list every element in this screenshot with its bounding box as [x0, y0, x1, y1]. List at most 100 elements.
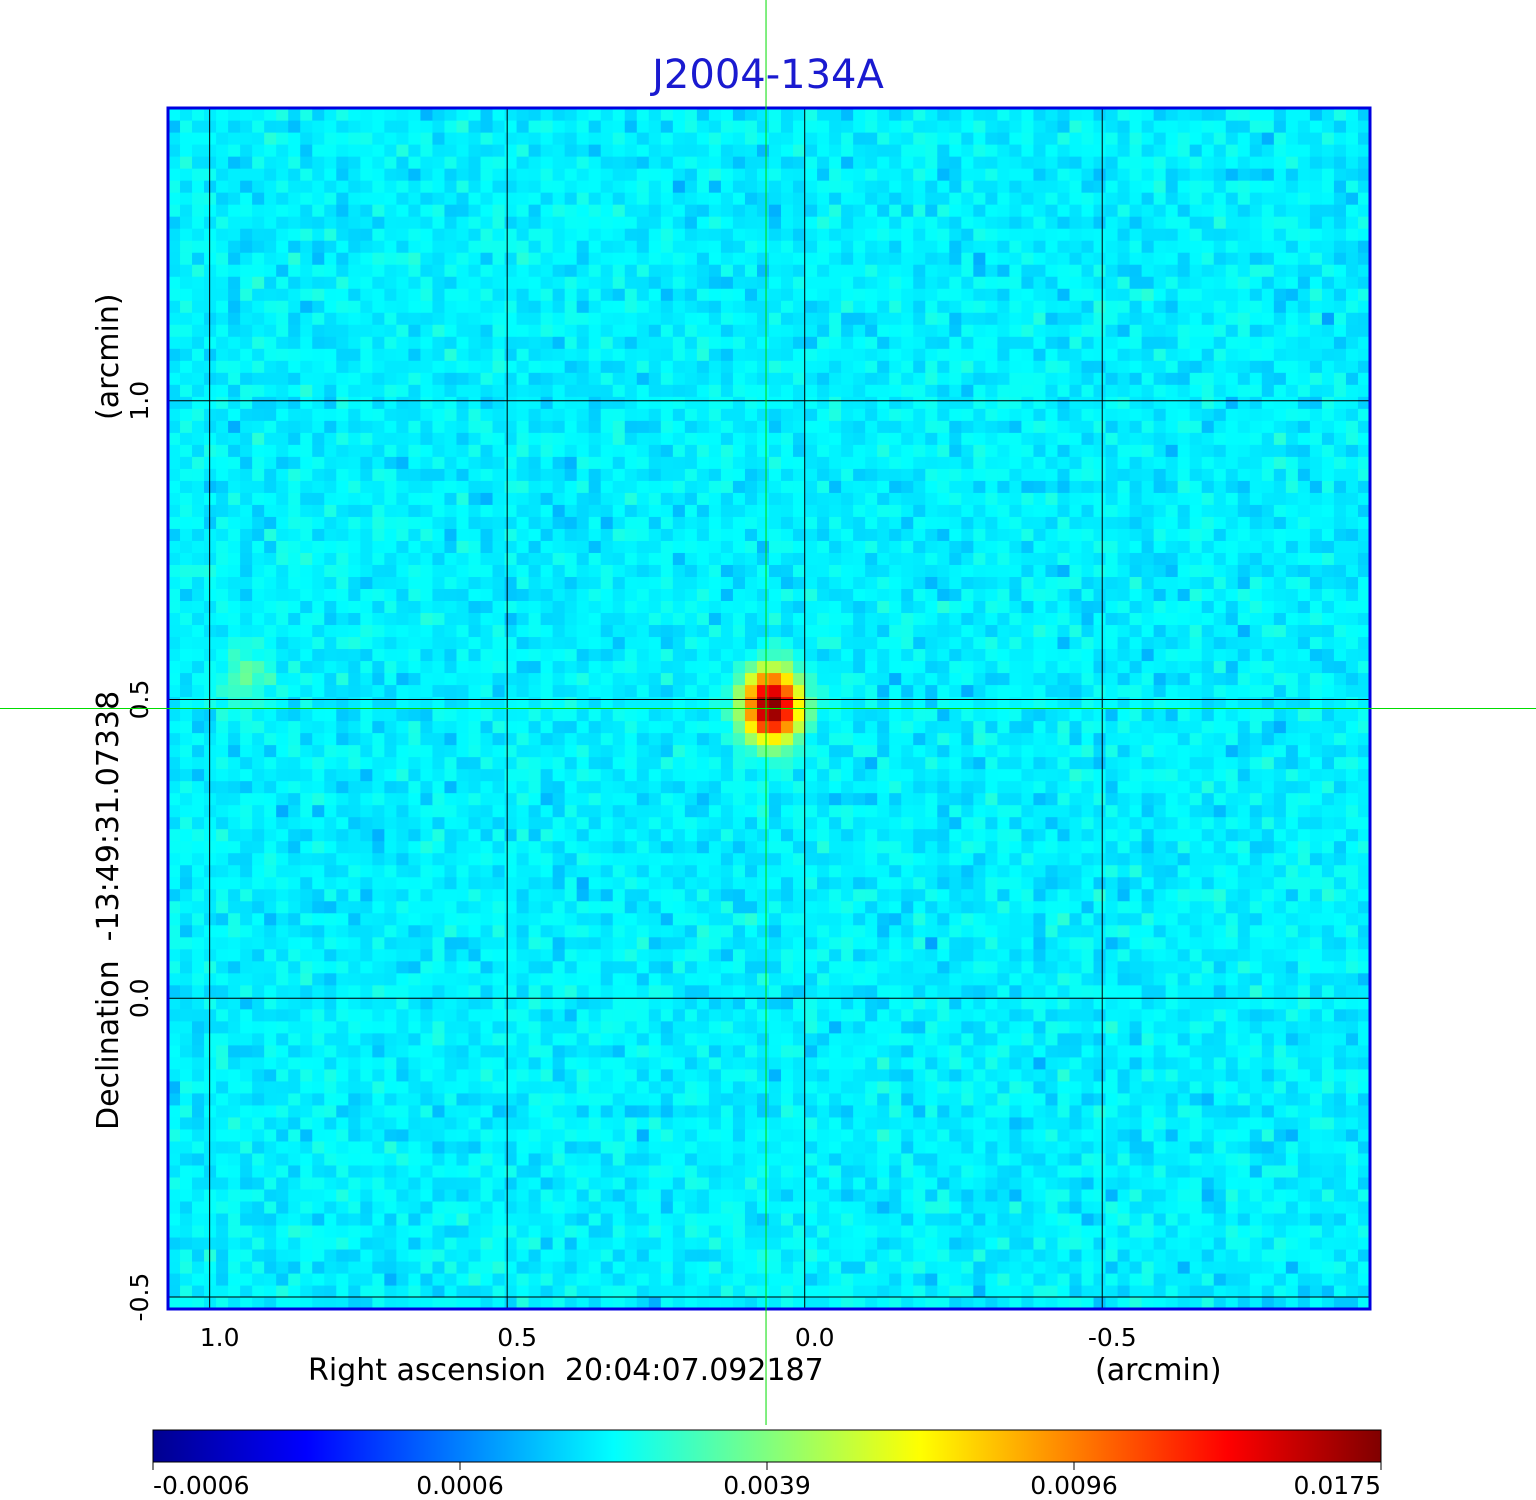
heatmap-cell — [877, 1212, 890, 1226]
heatmap-cell — [288, 852, 301, 866]
heatmap-cell — [1321, 1068, 1335, 1082]
heatmap-cell — [528, 816, 542, 830]
heatmap-cell — [312, 924, 325, 938]
heatmap-cell — [1129, 1008, 1143, 1022]
heatmap-cell — [1165, 756, 1179, 770]
heatmap-cell — [949, 852, 962, 866]
heatmap-cell — [1357, 1164, 1371, 1178]
heatmap-cell — [456, 1200, 470, 1214]
heatmap-cell — [973, 792, 986, 806]
heatmap-cell — [324, 732, 337, 746]
heatmap-cell — [805, 888, 818, 902]
heatmap-cell — [672, 1044, 686, 1058]
heatmap-cell — [1081, 924, 1095, 938]
heatmap-cell — [528, 900, 542, 914]
heatmap-cell — [1261, 1080, 1275, 1094]
heatmap-cell — [600, 780, 614, 794]
heatmap-cell — [480, 1212, 494, 1226]
heatmap-cell — [1345, 1140, 1359, 1154]
heatmap-cell — [1273, 1020, 1287, 1034]
heatmap-cell — [925, 1140, 938, 1154]
heatmap-cell — [228, 816, 241, 830]
heatmap-cell — [1261, 888, 1275, 902]
heatmap-cell — [564, 756, 578, 770]
heatmap-cell — [781, 1092, 794, 1106]
heatmap-cell — [624, 828, 638, 842]
heatmap-cell — [552, 708, 566, 722]
heatmap-cell — [660, 1116, 674, 1130]
heatmap-cell — [1057, 1056, 1071, 1070]
heatmap-cell — [420, 1044, 434, 1058]
heatmap-cell — [1273, 1260, 1287, 1274]
heatmap-cell — [1345, 792, 1359, 806]
heatmap-cell — [1009, 1032, 1023, 1046]
heatmap-cell — [1129, 1296, 1143, 1310]
heatmap-cell — [913, 1224, 926, 1238]
heatmap-cell — [1309, 1176, 1323, 1190]
heatmap-cell — [396, 852, 409, 866]
heatmap-cell — [228, 888, 241, 902]
heatmap-cell — [1093, 1068, 1107, 1082]
heatmap-cell — [1141, 1272, 1155, 1286]
heatmap-cell — [744, 1164, 758, 1178]
heatmap-cell — [817, 1164, 830, 1178]
heatmap-cell — [600, 1212, 614, 1226]
heatmap-cell — [528, 1020, 542, 1034]
heatmap-cell — [204, 804, 217, 818]
heatmap-cell — [240, 1128, 253, 1142]
heatmap-cell — [612, 1224, 626, 1238]
heatmap-cell — [624, 780, 638, 794]
heatmap-cell — [1261, 984, 1275, 998]
heatmap-cell — [492, 1152, 506, 1166]
heatmap-cell — [829, 816, 842, 830]
heatmap-cell — [973, 852, 986, 866]
heatmap-cell — [1249, 1188, 1263, 1202]
heatmap-cell — [432, 1092, 446, 1106]
heatmap-cell — [1177, 1236, 1191, 1250]
heatmap-cell — [1117, 996, 1131, 1010]
heatmap-cell — [168, 1080, 181, 1094]
heatmap-cell — [1129, 1044, 1143, 1058]
heatmap-cell — [564, 1248, 578, 1262]
heatmap-cell — [865, 1260, 878, 1274]
heatmap-cell — [901, 876, 914, 890]
heatmap-cell — [1345, 1260, 1359, 1274]
heatmap-cell — [336, 1152, 349, 1166]
heatmap-cell — [997, 900, 1010, 914]
heatmap-cell — [949, 828, 962, 842]
heatmap-cell — [348, 1104, 361, 1118]
heatmap-cell — [1345, 876, 1359, 890]
heatmap-cell — [961, 744, 974, 758]
heatmap-cell — [1213, 780, 1227, 794]
heatmap-cell — [540, 1224, 554, 1238]
heatmap-cell — [408, 900, 422, 914]
heatmap-cell — [1333, 1164, 1347, 1178]
heatmap-cell — [696, 1284, 710, 1298]
heatmap-cell — [624, 744, 638, 758]
heatmap-cell — [793, 984, 806, 998]
heatmap-cell — [528, 780, 542, 794]
heatmap-cell — [829, 1116, 842, 1130]
heatmap-cell — [1105, 1128, 1119, 1142]
heatmap-cell — [1225, 744, 1239, 758]
heatmap-cell — [1021, 732, 1035, 746]
heatmap-cell — [1201, 1104, 1215, 1118]
heatmap-cell — [925, 1176, 938, 1190]
heatmap-cell — [264, 1236, 277, 1250]
heatmap-cell — [468, 1272, 482, 1286]
heatmap-cell — [1069, 1212, 1083, 1226]
heatmap-cell — [1165, 828, 1179, 842]
heatmap-cell — [168, 1044, 181, 1058]
heatmap-cell — [793, 876, 806, 890]
heatmap-cell — [973, 720, 986, 734]
heatmap-cell — [865, 708, 878, 722]
heatmap-cell — [276, 744, 289, 758]
heatmap-cell — [901, 1008, 914, 1022]
heatmap-cell — [312, 768, 325, 782]
heatmap-cell — [1009, 720, 1023, 734]
heatmap-cell — [168, 720, 181, 734]
heatmap-cell — [1309, 1080, 1323, 1094]
heatmap-cell — [1117, 1260, 1131, 1274]
heatmap-cell — [588, 960, 602, 974]
heatmap-cell — [997, 1200, 1010, 1214]
